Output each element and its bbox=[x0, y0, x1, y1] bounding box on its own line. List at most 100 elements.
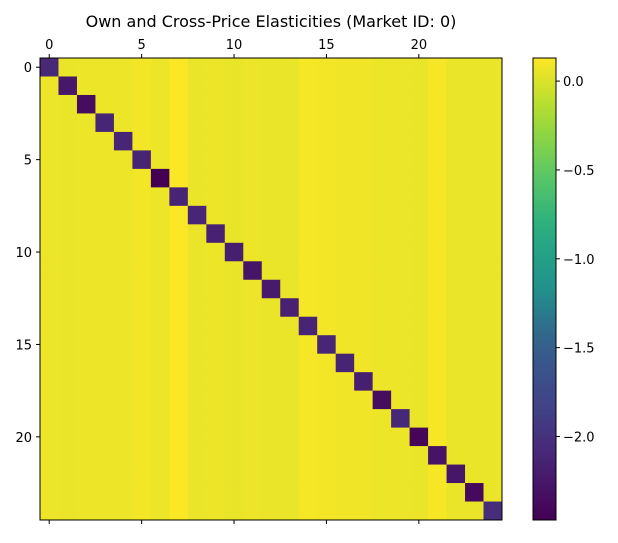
heatmap-cell bbox=[372, 298, 392, 318]
heatmap-cell bbox=[169, 446, 189, 465]
heatmap-cell bbox=[391, 58, 410, 77]
heatmap-cell bbox=[409, 168, 429, 188]
heatmap-cell bbox=[483, 446, 503, 465]
heatmap-cell bbox=[372, 131, 392, 151]
heatmap-cell bbox=[243, 390, 263, 410]
heatmap-cell bbox=[224, 390, 244, 410]
heatmap-cell bbox=[58, 353, 78, 373]
heatmap-cell bbox=[483, 279, 503, 299]
heatmap-cell bbox=[428, 58, 447, 77]
heatmap-cell bbox=[58, 409, 78, 428]
heatmap-cell bbox=[335, 224, 355, 244]
heatmap-cell bbox=[428, 316, 447, 336]
heatmap-cell bbox=[206, 464, 226, 484]
heatmap-cell bbox=[132, 279, 152, 299]
heatmap-cell bbox=[391, 242, 410, 262]
heatmap-cell bbox=[372, 427, 392, 447]
heatmap-cell bbox=[169, 316, 189, 336]
heatmap-cell bbox=[483, 94, 503, 114]
heatmap-cell bbox=[409, 94, 429, 114]
heatmap-cell bbox=[298, 409, 318, 428]
heatmap-cell bbox=[40, 58, 59, 77]
heatmap-cell bbox=[224, 261, 244, 281]
heatmap-cell bbox=[372, 168, 392, 188]
heatmap-cell bbox=[298, 168, 318, 188]
heatmap-cell bbox=[354, 409, 374, 428]
heatmap-cell bbox=[150, 316, 170, 336]
heatmap-cell bbox=[187, 483, 207, 502]
heatmap-cell bbox=[465, 224, 484, 244]
heatmap-cell bbox=[150, 446, 170, 465]
heatmap-cell bbox=[409, 390, 429, 410]
heatmap-cell bbox=[280, 427, 300, 447]
heatmap-cell bbox=[113, 168, 133, 188]
heatmap-cell bbox=[428, 409, 447, 428]
heatmap-cell bbox=[187, 464, 207, 484]
colorbar-tick-label: −1.5 bbox=[563, 342, 595, 357]
heatmap-cell bbox=[428, 298, 447, 318]
y-tick-label: 0 bbox=[24, 61, 32, 76]
heatmap-cell bbox=[113, 298, 133, 318]
heatmap-cell bbox=[76, 335, 96, 355]
heatmap-cell bbox=[409, 58, 429, 77]
heatmap-cell bbox=[280, 150, 300, 170]
x-tick-label: 15 bbox=[318, 38, 335, 53]
heatmap-cell bbox=[206, 390, 226, 410]
heatmap-cell bbox=[372, 335, 392, 355]
heatmap-cell bbox=[335, 353, 355, 373]
heatmap-cell bbox=[261, 501, 281, 521]
heatmap-cell bbox=[224, 353, 244, 373]
heatmap-cell bbox=[76, 298, 96, 318]
heatmap-cell bbox=[169, 168, 189, 188]
heatmap-cell bbox=[58, 150, 78, 170]
heatmap-cell bbox=[40, 335, 59, 355]
heatmap-cell bbox=[354, 187, 374, 207]
heatmap-cell bbox=[428, 131, 447, 151]
heatmap-cell bbox=[298, 113, 318, 133]
heatmap-cell bbox=[280, 168, 300, 188]
heatmap-cell bbox=[261, 168, 281, 188]
heatmap-cell bbox=[335, 298, 355, 318]
heatmap-cell bbox=[317, 58, 337, 77]
heatmap-cell bbox=[243, 261, 263, 281]
heatmap-cell bbox=[465, 205, 484, 225]
heatmap-cell bbox=[132, 150, 152, 170]
heatmap-cell bbox=[428, 372, 447, 392]
heatmap-cell bbox=[409, 279, 429, 299]
heatmap-cell bbox=[354, 58, 374, 77]
heatmap-cell bbox=[169, 279, 189, 299]
heatmap-cell bbox=[150, 501, 170, 521]
heatmap-cell bbox=[224, 316, 244, 336]
heatmap-cell bbox=[465, 58, 484, 77]
heatmap-cell bbox=[280, 372, 300, 392]
heatmap-cell bbox=[150, 427, 170, 447]
heatmap-cell bbox=[169, 372, 189, 392]
heatmap-cell bbox=[446, 224, 466, 244]
heatmap-cell bbox=[76, 353, 96, 373]
x-tick-label: 20 bbox=[411, 38, 428, 53]
heatmap-cell bbox=[261, 464, 281, 484]
heatmap-cell bbox=[206, 76, 226, 96]
heatmap-cell bbox=[76, 150, 96, 170]
heatmap-cell bbox=[224, 446, 244, 465]
heatmap-cell bbox=[243, 168, 263, 188]
heatmap-cell bbox=[409, 150, 429, 170]
heatmap-cell bbox=[243, 483, 263, 502]
heatmap-cell bbox=[243, 409, 263, 428]
heatmap-cell bbox=[76, 168, 96, 188]
heatmap-cell bbox=[298, 390, 318, 410]
heatmap-cell bbox=[483, 464, 503, 484]
heatmap-cell bbox=[187, 58, 207, 77]
heatmap-cell bbox=[132, 483, 152, 502]
heatmap-cell bbox=[243, 464, 263, 484]
heatmap-cell bbox=[335, 409, 355, 428]
heatmap-cell bbox=[317, 335, 337, 355]
heatmap-cell bbox=[40, 187, 59, 207]
heatmap-cell bbox=[391, 168, 410, 188]
heatmap-cell bbox=[58, 131, 78, 151]
heatmap-cell bbox=[280, 316, 300, 336]
heatmap-cell bbox=[317, 409, 337, 428]
heatmap-cell bbox=[261, 316, 281, 336]
heatmap-cell bbox=[169, 131, 189, 151]
heatmap-cell bbox=[76, 58, 96, 77]
